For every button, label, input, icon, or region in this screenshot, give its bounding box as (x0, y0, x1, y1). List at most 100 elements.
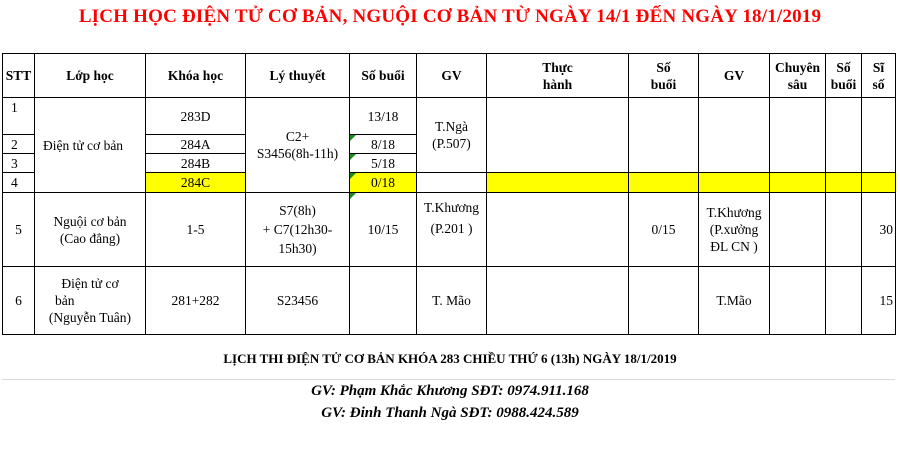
row-stt: 5 (2, 192, 35, 267)
si-so-cell: 30 (861, 192, 896, 267)
teacher-contact-1: GV: Phạm Khắc Khương SĐT: 0974.911.168 (311, 383, 589, 399)
footer-divider (2, 379, 895, 380)
schedule-table: STT Lớp học Khóa học Lý thuyết Số buổi G… (2, 53, 896, 335)
header-chuyen-sau: Chuyên sâu (769, 53, 826, 98)
header-thuc-hanh: Thực hành (486, 53, 629, 98)
lop-hoc-cell: Điện tử cơ bản (34, 97, 146, 193)
so-buoi-cell: 8/18 (349, 134, 417, 154)
so-buoi-cell (349, 266, 417, 335)
si-so-cell (861, 172, 896, 193)
header-so-buoi-2-line2: buổi (650, 76, 677, 92)
header-stt: STT (2, 53, 35, 98)
gv-cell: T.Ngà (P.507) (416, 97, 487, 173)
header-si-so-line2: số (872, 76, 885, 92)
gv-line1: T.Khương (423, 200, 480, 215)
header-ly-thuyet: Lý thuyết (245, 53, 350, 98)
header-so-buoi-2-line1: Số (656, 59, 671, 75)
si-so-cell (861, 97, 896, 173)
header-so-buoi-3-line2: buổi (830, 76, 857, 92)
thuc-hanh-cell (486, 172, 629, 193)
header-chuyen-sau-line2: sâu (787, 76, 808, 92)
so-buoi-3-cell (825, 266, 862, 335)
gv-line2: (P.507) (432, 136, 471, 151)
thuc-hanh-cell (486, 266, 629, 335)
lop-hoc-cell: Điện tử cơ bản (Nguyễn Tuân) (34, 266, 146, 335)
so-buoi-2-cell (628, 97, 699, 173)
table-row: 1 Điện tử cơ bản 283D C2+ S3456(8h-11h) … (2, 97, 896, 193)
table-row: 6 Điện tử cơ bản (Nguyễn Tuân) 281+282 S… (2, 266, 896, 335)
gv-line1: T.Ngà (434, 119, 469, 134)
so-buoi-cell: 5/18 (349, 153, 417, 173)
ly-thuyet-line3: 15h30) (278, 241, 317, 256)
header-so-buoi-3: Số buổi (825, 53, 862, 98)
header-so-buoi: Số buổi (349, 53, 417, 98)
teacher-contact-2: GV: Đinh Thanh Ngà SĐT: 0988.424.589 (321, 405, 579, 421)
chuyen-sau-cell (769, 172, 826, 193)
gv-cell: T. Mão (416, 266, 487, 335)
so-buoi-cell: 13/18 (349, 97, 417, 135)
so-buoi-cell: 10/15 (349, 192, 417, 267)
header-thuc-hanh-line2: hành (542, 76, 573, 92)
header-so-buoi-2: Số buổi (628, 53, 699, 98)
header-si-so-line1: Sĩ (872, 59, 885, 75)
gv-2-line1: T.Khương (706, 205, 762, 220)
chuyen-sau-cell (769, 266, 826, 335)
gv-cell (416, 172, 487, 193)
page-title: LỊCH HỌC ĐIỆN TỬ CƠ BẢN, NGUỘI CƠ BẢN TỪ… (78, 6, 822, 27)
gv-2-cell: T.Khương (P.xưởng ĐL CN ) (698, 192, 770, 267)
si-so-cell: 15 (861, 266, 896, 335)
table-row: 2 284A 8/18 (2, 134, 896, 154)
gv-cell: T.Khương (P.201 ) (416, 192, 487, 267)
lop-hoc-line1: Điện tử cơ (61, 276, 119, 291)
ly-thuyet-line2: S3456(8h-11h) (256, 146, 339, 161)
header-chuyen-sau-line1: Chuyên (774, 59, 820, 75)
gv-2-cell: T.Mão (698, 266, 770, 335)
lop-hoc-line2: bản (55, 293, 75, 308)
header-row: STT Lớp học Khóa học Lý thuyết Số buổi G… (2, 53, 896, 98)
so-buoi-2-cell (628, 172, 699, 193)
thuc-hanh-cell (486, 97, 629, 173)
row-stt: 3 (2, 153, 35, 173)
lop-hoc-cell: Nguội cơ bản (Cao đẳng) (34, 192, 146, 267)
ly-thuyet-cell: C2+ S3456(8h-11h) (245, 97, 350, 193)
row-stt: 1 (2, 97, 35, 135)
header-so-buoi-3-line1: Số (836, 59, 851, 75)
so-buoi-cell: 0/18 (349, 172, 417, 193)
khoa-hoc-cell: 1-5 (145, 192, 246, 267)
row-stt: 2 (2, 134, 35, 154)
ly-thuyet-line1: C2+ (285, 129, 310, 144)
khoa-hoc-cell: 284A (145, 134, 246, 154)
so-buoi-3-cell (825, 97, 862, 173)
header-khoa-hoc: Khóa học (145, 53, 246, 98)
so-buoi-3-cell (825, 192, 862, 267)
gv-2-cell (698, 172, 770, 193)
lop-hoc-line3: (Nguyễn Tuân) (48, 310, 132, 325)
header-si-so: Sĩ số (861, 53, 896, 98)
so-buoi-2-cell: 0/15 (628, 192, 699, 267)
exam-schedule-text: LỊCH THI ĐIỆN TỬ CƠ BẢN KHÓA 283 CHIỀU T… (223, 351, 677, 366)
ly-thuyet-line1: S7(8h) (279, 203, 316, 218)
khoa-hoc-cell: 283D (145, 97, 246, 135)
gv-2-line3: ĐL CN ) (710, 239, 758, 254)
khoa-hoc-cell: 284B (145, 153, 246, 173)
chuyen-sau-cell (769, 97, 826, 173)
row-stt: 6 (2, 266, 35, 335)
lop-hoc-line1: Nguội cơ bản (53, 213, 127, 229)
ly-thuyet-cell: S7(8h) + C7(12h30- 15h30) (245, 192, 350, 267)
ly-thuyet-line2: + C7(12h30- (262, 222, 333, 237)
gv-line2: (P.201 ) (430, 221, 473, 236)
so-buoi-3-cell (825, 172, 862, 193)
header-gv: GV (416, 53, 487, 98)
khoa-hoc-cell: 281+282 (145, 266, 246, 335)
gv-2-line2: (P.xưởng (709, 222, 759, 237)
table-row: 4 284C 0/18 (2, 172, 896, 193)
row-stt: 4 (2, 172, 35, 193)
ly-thuyet-cell: S23456 (245, 266, 350, 335)
table-row: 5 Nguội cơ bản (Cao đẳng) 1-5 S7(8h) + C… (2, 192, 896, 267)
chuyen-sau-cell (769, 192, 826, 267)
lop-hoc-line2: (Cao đẳng) (59, 230, 121, 246)
header-lop-hoc: Lớp học (34, 53, 146, 98)
header-gv-2: GV (698, 53, 770, 98)
so-buoi-2-cell (628, 266, 699, 335)
header-thuc-hanh-line1: Thực (542, 59, 573, 75)
